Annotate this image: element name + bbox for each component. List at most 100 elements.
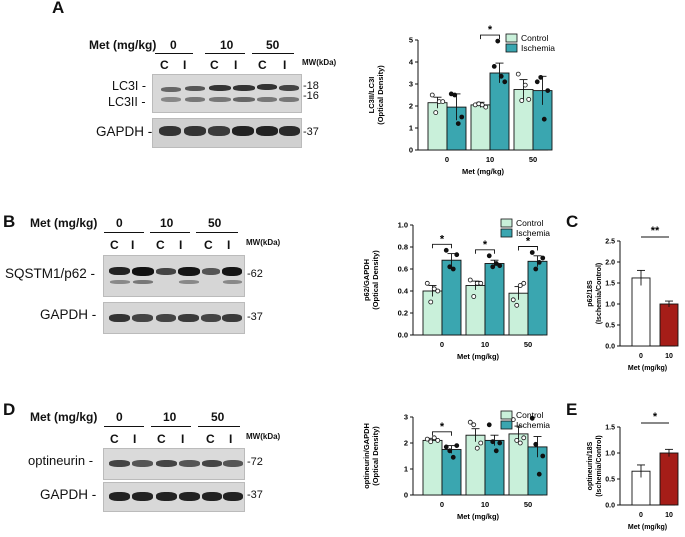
- data-point: [493, 261, 499, 266]
- data-point: [510, 297, 516, 303]
- lane-label: C: [210, 58, 219, 72]
- band-label-gapdh-d: GAPDH -: [40, 487, 97, 502]
- lane-label: I: [179, 238, 183, 252]
- data-point: [447, 264, 453, 270]
- data-point: [490, 439, 496, 445]
- blot-optineurin-d: [103, 448, 245, 480]
- x-tick-label: 10: [481, 500, 489, 509]
- chart-a-lc3: 0 1 2 3 4 5 LC3II/LC3I (Optical Density) 0 10 50 Me…: [367, 24, 555, 176]
- y-tick-label: 1.5: [605, 281, 615, 288]
- data-point: [428, 299, 434, 305]
- chart-e-optineurin-18s: 0.0 0.5 1.0 1.5 optineurin/18S (Ischemia/Cont…: [587, 412, 679, 531]
- data-point: [467, 277, 473, 283]
- y-tick-label: 1.0: [605, 451, 615, 458]
- data-point: [533, 266, 539, 272]
- significance-mark: **: [651, 226, 660, 237]
- band-label-gapdh-a: GAPDH -: [96, 124, 153, 139]
- significance-bracket: [518, 246, 538, 251]
- y-tick-label: 0: [409, 146, 413, 155]
- dose-10-a: 10: [220, 38, 234, 52]
- y-tick-label: 0.4: [398, 287, 409, 296]
- data-point: [498, 73, 504, 79]
- data-point: [486, 253, 492, 259]
- blot-gapdh-d: [103, 482, 245, 512]
- data-point: [486, 422, 492, 428]
- lane-label: C: [110, 238, 119, 252]
- lane-label: C: [204, 238, 213, 252]
- chart-b-p62: 0.0 0.2 0.4 0.6 0.8 1.0 p62/GAPDH (Optical Dens…: [362, 218, 550, 361]
- data-point: [428, 439, 434, 445]
- band-label-gapdh-b: GAPDH -: [40, 307, 97, 322]
- data-point: [424, 280, 430, 286]
- y-axis-label: p62/GAPDH: [362, 259, 371, 301]
- x-tick-label: 10: [665, 353, 673, 360]
- blot-lc3-a: [152, 74, 302, 113]
- data-point: [443, 247, 449, 253]
- data-point: [435, 438, 441, 443]
- data-point: [471, 422, 477, 428]
- y-axis-label: LC3II/LC3I: [367, 77, 376, 114]
- x-axis-label: Met (mg/kg): [457, 512, 500, 521]
- lane-label: I: [183, 58, 187, 72]
- lane-label: I: [229, 432, 233, 446]
- y-tick-label: 0.0: [605, 503, 615, 510]
- panel-letter-a: A: [52, 0, 65, 17]
- lane-label: C: [258, 58, 267, 72]
- x-tick-label: 0: [440, 340, 444, 349]
- met-dose-label-b: Met (mg/kg): [30, 216, 98, 230]
- dose-bar: [155, 53, 193, 54]
- bar: [427, 102, 448, 151]
- y-tick-label: 0.6: [398, 265, 408, 274]
- mw-37-a: -37: [303, 126, 319, 138]
- data-point: [440, 99, 446, 104]
- data-point: [483, 104, 489, 110]
- data-point: [536, 471, 542, 477]
- data-point: [455, 121, 461, 126]
- data-point: [517, 283, 523, 288]
- mw-label-a: MW(kDa): [302, 58, 337, 67]
- significance-mark: *: [653, 412, 658, 423]
- legend-swatch: [500, 228, 513, 238]
- panel-letter-b: B: [3, 212, 16, 231]
- lane-label: C: [206, 432, 215, 446]
- band-label-p62: SQSTM1/p62 -: [5, 266, 96, 281]
- bar: [470, 104, 491, 151]
- data-point: [450, 266, 456, 272]
- data-point: [474, 445, 480, 451]
- y-tick-label: 1.5: [605, 425, 615, 432]
- dose-0-a: 0: [170, 38, 177, 52]
- lane-label: C: [157, 432, 166, 446]
- x-tick-label: 0: [440, 500, 444, 509]
- dose-bar: [104, 232, 144, 233]
- bar: [527, 260, 548, 336]
- bar: [631, 277, 651, 347]
- mw-72: -72: [247, 456, 263, 468]
- dose-bar: [151, 426, 191, 427]
- data-point: [497, 263, 503, 269]
- dose-10-b: 10: [160, 216, 174, 230]
- significance-bracket: [475, 249, 495, 254]
- x-tick-label: 0: [445, 155, 449, 164]
- lane-label: I: [283, 58, 287, 72]
- data-point: [534, 79, 540, 85]
- x-tick-label: 0: [639, 353, 643, 360]
- lane-label: C: [156, 238, 165, 252]
- data-point: [540, 255, 546, 261]
- y-tick-label: 0.0: [398, 331, 408, 340]
- data-point: [519, 98, 525, 103]
- legend-swatch: [500, 218, 513, 228]
- data-point: [433, 110, 439, 115]
- legend-label: Ischemia: [521, 43, 555, 53]
- y-tick-label: 1: [404, 465, 408, 474]
- data-point: [515, 71, 521, 77]
- band-label-lc3ii: LC3II -: [108, 95, 146, 109]
- y-axis-label: optineurin/18S: [587, 441, 594, 490]
- y-tick-label: 0.0: [605, 344, 615, 351]
- data-point: [522, 82, 528, 88]
- chart-d-optineurin: 0 1 2 3 optineurin/GAPDH (Optical Density) 0 10…: [362, 410, 550, 521]
- data-point: [450, 454, 456, 460]
- blot-gapdh-b: [103, 302, 245, 334]
- legend-swatch: [505, 43, 518, 53]
- lane-label: I: [133, 432, 137, 446]
- dose-bar: [104, 426, 144, 427]
